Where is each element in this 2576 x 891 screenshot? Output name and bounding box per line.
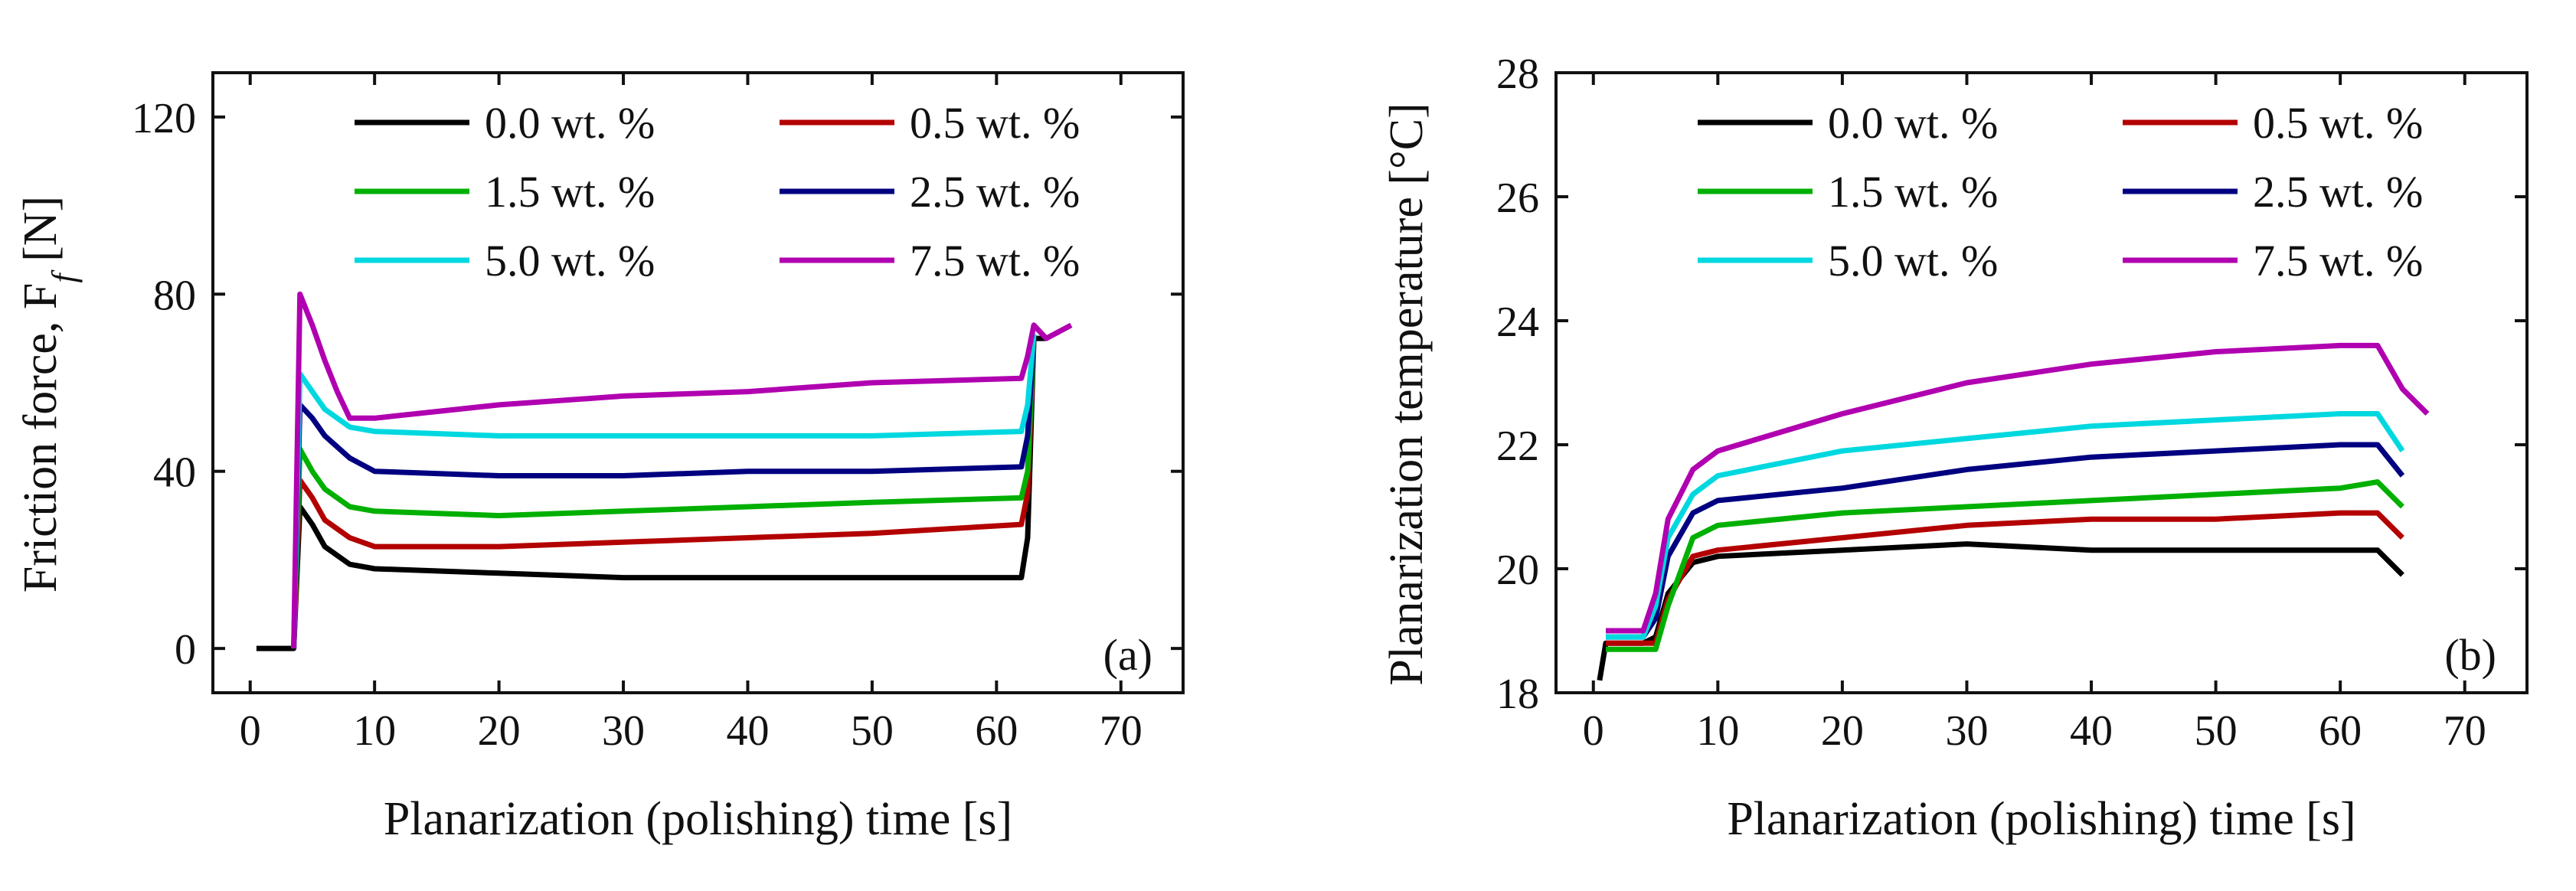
x-tick-label: 30 xyxy=(1945,707,1988,755)
chart-panel-a: 0 10 20 30 40 50 60 70 0 40 80 120 0.0 wt. % 0.5 wt. … xyxy=(15,71,1185,845)
series-line-15wt xyxy=(291,338,1037,649)
panel-label-b: (b) xyxy=(2444,630,2496,680)
x-axis-title: Planarization (polishing) time [s] xyxy=(1727,793,2355,845)
x-tick-label: 10 xyxy=(1696,707,1739,755)
y-tick-label: 26 xyxy=(1496,175,1539,222)
legend-label: 0.5 wt. % xyxy=(910,98,1080,148)
x-tick-label: 40 xyxy=(726,707,769,755)
x-tick-label: 50 xyxy=(2195,707,2238,755)
x-tick-label: 60 xyxy=(975,707,1018,755)
x-tick-label: 20 xyxy=(1821,707,1864,755)
series-line-75wt xyxy=(291,291,1073,649)
x-tick-label: 40 xyxy=(2070,707,2113,755)
legend-label: 5.0 wt. % xyxy=(485,236,655,286)
legend-label: 2.5 wt. % xyxy=(910,167,1080,217)
series-line-00wt xyxy=(256,335,1047,651)
x-tick-label: 0 xyxy=(1583,707,1604,755)
series-line-05wt xyxy=(291,338,1037,649)
legend-label: 1.5 wt. % xyxy=(485,167,655,217)
x-tick-label: 20 xyxy=(478,707,521,755)
legend-label: 1.5 wt. % xyxy=(1828,167,1998,217)
y-tick-label: 18 xyxy=(1496,671,1539,718)
series-line-50wt xyxy=(291,334,1037,649)
plot-frame-b xyxy=(1554,71,2529,694)
y-tick-label: 80 xyxy=(153,272,196,319)
legend-label: 2.5 wt. % xyxy=(2253,167,2423,217)
x-tick-label: 70 xyxy=(2444,707,2486,755)
series-line-15wt xyxy=(1606,479,2404,652)
y-tick-label: 28 xyxy=(1496,51,1539,98)
y-tick-label: 24 xyxy=(1496,299,1539,346)
x-tick-label: 60 xyxy=(2319,707,2362,755)
legend-label: 5.0 wt. % xyxy=(1828,236,1998,286)
chart-panel-b: 0 10 20 30 40 50 60 70 18 20 22 24 26 28 0.0 wt. % 0.5 … xyxy=(1381,51,2529,845)
legend-label: 0.0 wt. % xyxy=(1828,98,1998,148)
y-axis-title-main: Friction force, F xyxy=(15,283,67,593)
series-line-25wt xyxy=(1606,442,2405,640)
x-tick-label: 30 xyxy=(602,707,645,755)
series-line-50wt xyxy=(1606,411,2405,640)
y-axis-title: Planarization temperature [°C] xyxy=(1381,103,1433,686)
legend-label: 7.5 wt. % xyxy=(910,236,1080,286)
legend-label: 0.5 wt. % xyxy=(2253,98,2423,148)
y-tick-label: 20 xyxy=(1496,547,1539,594)
y-axis-title: Friction force, Ff [N] xyxy=(15,196,83,592)
x-tick-label: 70 xyxy=(1100,707,1143,755)
y-tick-label: 40 xyxy=(153,449,196,497)
y-tick-label: 120 xyxy=(132,95,196,142)
y-tick-label: 0 xyxy=(175,626,196,674)
series-line-25wt xyxy=(291,338,1037,649)
panel-label-a: (a) xyxy=(1103,630,1152,680)
x-tick-label: 10 xyxy=(353,707,396,755)
x-tick-label: 50 xyxy=(851,707,894,755)
x-axis-title: Planarization (polishing) time [s] xyxy=(384,793,1012,845)
legend-label: 0.0 wt. % xyxy=(485,98,655,148)
x-tick-label: 0 xyxy=(240,707,261,755)
y-tick-label: 22 xyxy=(1496,423,1539,470)
y-axis-title-unit: [N] xyxy=(15,196,67,274)
legend-label: 7.5 wt. % xyxy=(2253,236,2423,286)
plot-frame-a xyxy=(211,71,1185,694)
series-line-75wt xyxy=(1606,342,2430,634)
